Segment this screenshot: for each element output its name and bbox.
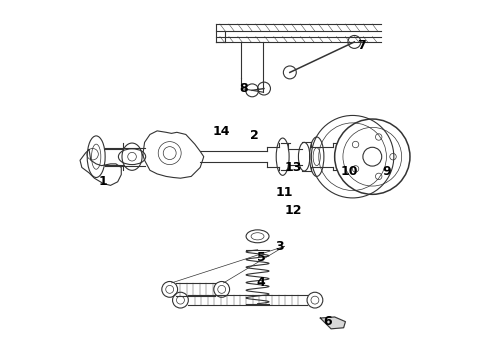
- Text: 1: 1: [99, 175, 108, 188]
- Text: 12: 12: [285, 204, 302, 217]
- Text: 3: 3: [275, 240, 283, 253]
- Text: 14: 14: [213, 125, 230, 138]
- Text: 11: 11: [276, 186, 293, 199]
- Text: 8: 8: [239, 82, 247, 95]
- Text: 13: 13: [285, 161, 302, 174]
- Text: 4: 4: [257, 276, 266, 289]
- Text: 5: 5: [257, 251, 266, 264]
- Text: 6: 6: [323, 315, 332, 328]
- Text: 10: 10: [340, 165, 358, 177]
- Polygon shape: [320, 317, 345, 329]
- Text: 7: 7: [357, 39, 366, 52]
- Text: 2: 2: [249, 129, 258, 142]
- Text: 9: 9: [382, 165, 391, 177]
